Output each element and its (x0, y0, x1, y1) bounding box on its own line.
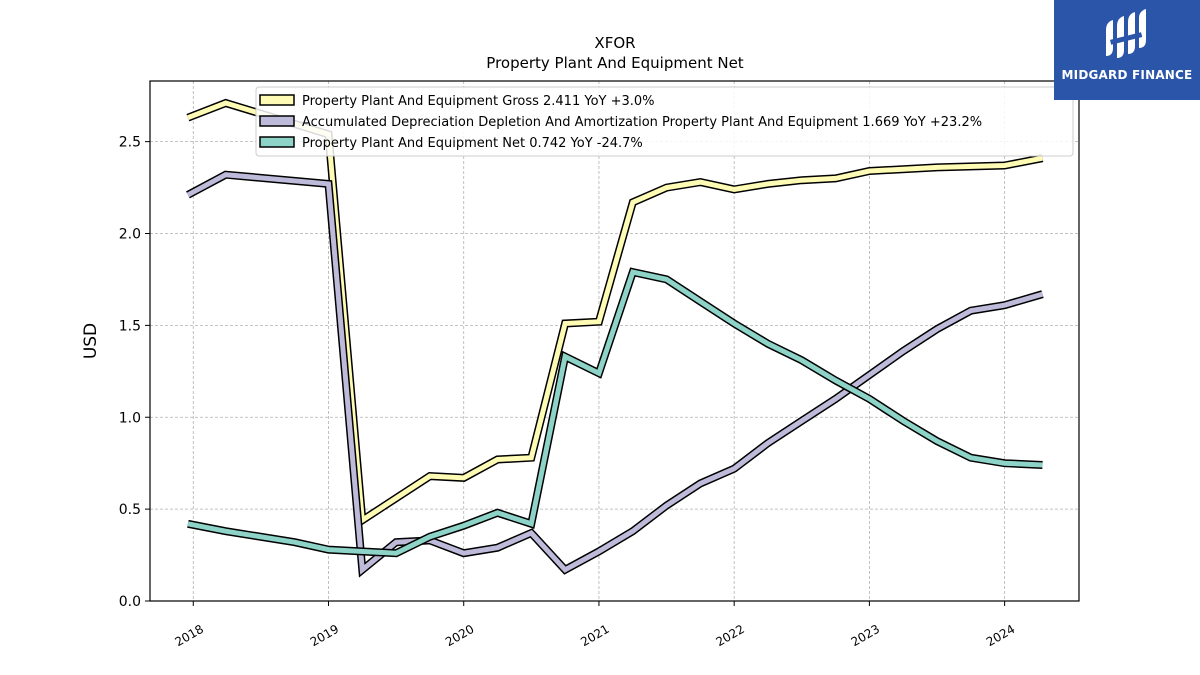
chart-subtitle: Property Plant And Equipment Net (486, 54, 743, 72)
series-line-outline-3 (187, 267, 1043, 558)
chart-title: XFOR (594, 34, 635, 52)
brand-logo: MIDGARD FINANCE (1054, 0, 1200, 100)
x-tick-label: 2022 (713, 622, 746, 649)
y-tick-label: 1.0 (119, 410, 141, 426)
series-line-3 (187, 269, 1043, 556)
y-tick-label: 2.0 (119, 227, 141, 243)
series-line-outline-1 (186, 98, 1044, 528)
x-tick-label: 2019 (308, 622, 341, 649)
grid (150, 81, 1079, 602)
x-tick-label: 2021 (578, 622, 611, 649)
legend-label: Accumulated Depreciation Depletion And A… (302, 115, 982, 130)
y-tick-label: 1.5 (119, 318, 141, 334)
legend-label: Property Plant And Equipment Gross 2.411… (302, 94, 655, 109)
x-tick-label: 2018 (173, 622, 206, 649)
legend-swatch (259, 136, 295, 148)
legend-swatch (259, 94, 295, 106)
x-tick-label: 2024 (984, 622, 1017, 649)
y-tick-label: 0.0 (119, 594, 141, 610)
y-tick-label: 0.5 (119, 502, 141, 518)
x-tick-label: 2023 (849, 622, 882, 649)
brand-name: MIDGARD FINANCE (1061, 68, 1193, 82)
legend-label: Property Plant And Equipment Net 0.742 Y… (302, 136, 643, 151)
series-lines (186, 98, 1044, 578)
y-tick-label: 2.5 (119, 135, 141, 151)
brand-mark-icon (1106, 9, 1146, 58)
series-line-2 (186, 172, 1044, 575)
legend-box (255, 86, 1074, 157)
legend: Property Plant And Equipment Gross 2.411… (255, 86, 1074, 157)
x-tick-label: 2020 (443, 622, 476, 649)
y-axis-label: USD (81, 323, 101, 359)
legend-swatch (259, 115, 295, 127)
series-line-1 (186, 100, 1043, 525)
plot-frame (149, 80, 1080, 602)
series-line-outline-2 (186, 170, 1044, 578)
